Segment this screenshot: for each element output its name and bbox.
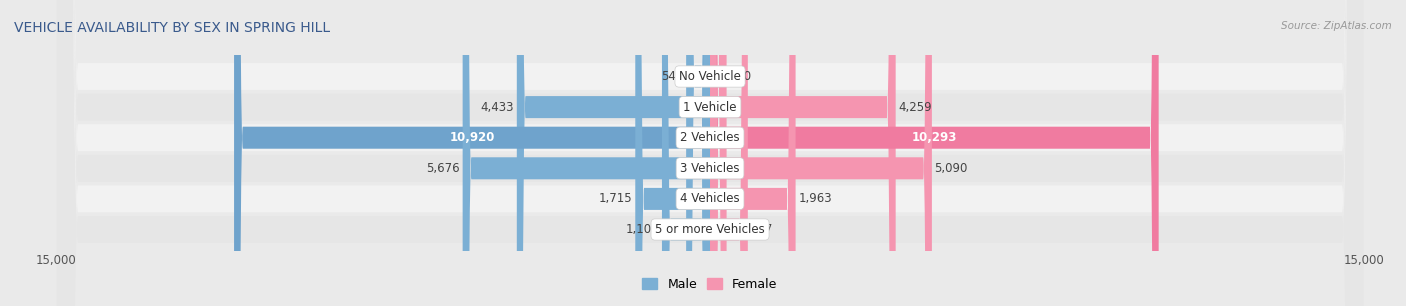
FancyBboxPatch shape [56,0,1364,306]
FancyBboxPatch shape [710,0,1159,306]
Text: 4 Vehicles: 4 Vehicles [681,192,740,205]
FancyBboxPatch shape [233,0,710,306]
Text: 1,715: 1,715 [599,192,633,205]
FancyBboxPatch shape [56,0,1364,306]
FancyBboxPatch shape [56,0,1364,306]
Text: 4,259: 4,259 [898,101,932,114]
Text: 10,293: 10,293 [911,131,957,144]
FancyBboxPatch shape [636,0,710,306]
FancyBboxPatch shape [56,0,1364,306]
Text: 380: 380 [730,70,751,83]
Text: 1,103: 1,103 [626,223,659,236]
Text: 4,433: 4,433 [481,101,515,114]
Text: No Vehicle: No Vehicle [679,70,741,83]
Legend: Male, Female: Male, Female [640,276,780,294]
FancyBboxPatch shape [686,0,710,306]
Text: 867: 867 [751,223,773,236]
FancyBboxPatch shape [56,0,1364,306]
Text: 3 Vehicles: 3 Vehicles [681,162,740,175]
FancyBboxPatch shape [710,0,932,306]
Text: 1 Vehicle: 1 Vehicle [683,101,737,114]
Text: 1,963: 1,963 [799,192,832,205]
Text: 2 Vehicles: 2 Vehicles [681,131,740,144]
Text: 5,090: 5,090 [935,162,967,175]
Text: 10,920: 10,920 [450,131,495,144]
FancyBboxPatch shape [710,0,727,306]
FancyBboxPatch shape [710,0,896,306]
FancyBboxPatch shape [463,0,710,306]
FancyBboxPatch shape [710,0,748,306]
Text: 548: 548 [661,70,683,83]
FancyBboxPatch shape [662,0,710,306]
FancyBboxPatch shape [56,0,1364,306]
Text: 5 or more Vehicles: 5 or more Vehicles [655,223,765,236]
FancyBboxPatch shape [710,0,796,306]
FancyBboxPatch shape [517,0,710,306]
Text: Source: ZipAtlas.com: Source: ZipAtlas.com [1281,21,1392,32]
Text: VEHICLE AVAILABILITY BY SEX IN SPRING HILL: VEHICLE AVAILABILITY BY SEX IN SPRING HI… [14,21,330,35]
Text: 5,676: 5,676 [426,162,460,175]
